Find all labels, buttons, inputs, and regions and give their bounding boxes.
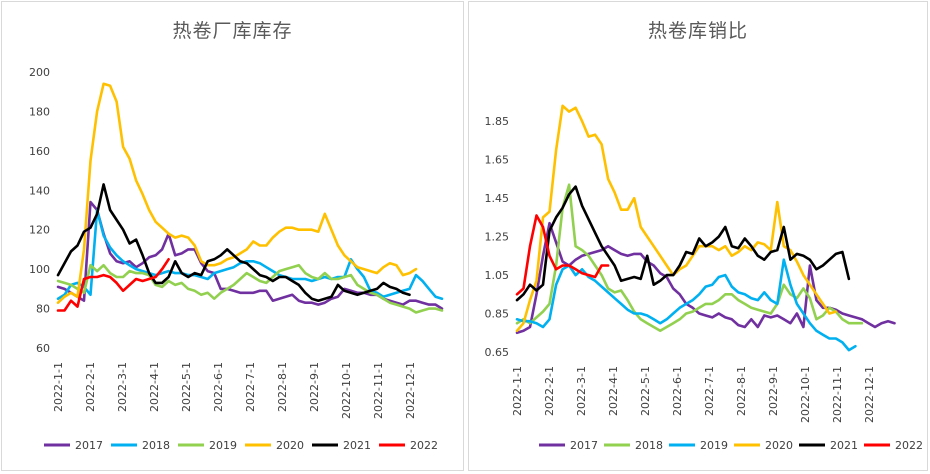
x-tick-label: 2022-6-1: [671, 366, 684, 416]
series-line-2021: [515, 185, 851, 302]
x-tick-label: 2022-11-1: [372, 362, 385, 419]
y-tick-label: 120: [29, 224, 50, 237]
series-line-2020: [56, 82, 418, 305]
legend-label-2020: 2020: [765, 439, 793, 452]
legend-label-2019: 2019: [209, 439, 237, 452]
chart-title: 热卷库销比: [647, 20, 748, 42]
series-line-2018: [56, 208, 444, 301]
y-tick-label: 1.25: [485, 231, 510, 244]
y-tick-label: 80: [36, 303, 50, 316]
chart-panel-inventory: 热卷厂库库存 60 80 100 120 140 160 180 200 2022-1-1 202…: [1, 1, 464, 471]
x-tick-label: 2022-1-1: [511, 366, 524, 416]
x-tick-label: 2022-9-1: [767, 366, 780, 416]
x-tick-label: 2022-2-1: [543, 366, 556, 416]
x-tick-label: 2022-5-1: [180, 362, 193, 412]
ratio-chart-svg: 0.65 0.85 1.05 1.25 1.45 1.65 1.85 2022-1-1 2022…: [485, 104, 923, 452]
y-tick-label: 0.85: [485, 308, 510, 321]
x-tick-label: 2022-8-1: [276, 362, 289, 412]
legend-label-2021: 2021: [343, 439, 371, 452]
y-tick-label: 0.65: [485, 346, 510, 359]
series-line-2021: [56, 183, 411, 303]
x-tick-label: 2022-4-1: [607, 366, 620, 416]
legend-label-2022: 2022: [895, 439, 923, 452]
x-tick-label: 2022-2-1: [84, 362, 97, 412]
chart-panel-ratio: 热卷库销比 0.65 0.85 1.05 1.25 1.45 1.65 1.85 2022-1…: [468, 1, 928, 471]
x-tick-label: 2022-10-1: [799, 366, 812, 423]
y-tick-label: 60: [36, 342, 50, 355]
inventory-chart-svg: 60 80 100 120 140 160 180 200 2022-1-1 2022-2-1 20…: [29, 66, 444, 452]
legend-label-2017: 2017: [570, 439, 598, 452]
y-tick-label: 1.85: [485, 115, 510, 128]
y-tick-label: 180: [29, 105, 50, 118]
y-tick-label: 1.65: [485, 154, 510, 167]
series-line-2019: [56, 263, 444, 314]
legend-label-2017: 2017: [75, 439, 103, 452]
y-tick-label: 100: [29, 263, 50, 276]
series-line-2019: [515, 258, 857, 352]
x-tick-label: 2022-3-1: [575, 366, 588, 416]
legend-label-2022: 2022: [410, 439, 438, 452]
x-tick-label: 2022-12-1: [863, 366, 876, 423]
x-tick-label: 2022-11-1: [831, 366, 844, 423]
legend-label-2021: 2021: [830, 439, 858, 452]
y-tick-label: 200: [29, 66, 50, 79]
x-tick-label: 2022-7-1: [703, 366, 716, 416]
x-tick-label: 2022-6-1: [212, 362, 225, 412]
x-tick-label: 2022-10-1: [340, 362, 353, 419]
legend-label-2020: 2020: [276, 439, 304, 452]
x-tick-label: 2022-4-1: [148, 362, 161, 412]
series-line-2020: [515, 104, 838, 333]
x-tick-label: 2022-8-1: [735, 366, 748, 416]
series-line-2018: [515, 183, 864, 333]
legend-label-2018: 2018: [142, 439, 170, 452]
x-tick-label: 2022-7-1: [244, 362, 257, 412]
legend-label-2019: 2019: [700, 439, 728, 452]
x-tick-label: 2022-9-1: [308, 362, 321, 412]
x-tick-label: 2022-3-1: [116, 362, 129, 412]
x-tick-label: 2022-5-1: [639, 366, 652, 416]
y-tick-label: 140: [29, 184, 50, 197]
y-tick-label: 1.05: [485, 269, 510, 282]
x-tick-label: 2022-1-1: [52, 362, 65, 412]
y-tick-label: 1.45: [485, 192, 510, 205]
x-tick-label: 2022-12-1: [404, 362, 417, 419]
series-line-2022: [515, 214, 610, 296]
legend-label-2018: 2018: [635, 439, 663, 452]
chart-title: 热卷厂库库存: [172, 20, 293, 42]
series-line-2022: [56, 257, 170, 312]
y-tick-label: 160: [29, 145, 50, 158]
